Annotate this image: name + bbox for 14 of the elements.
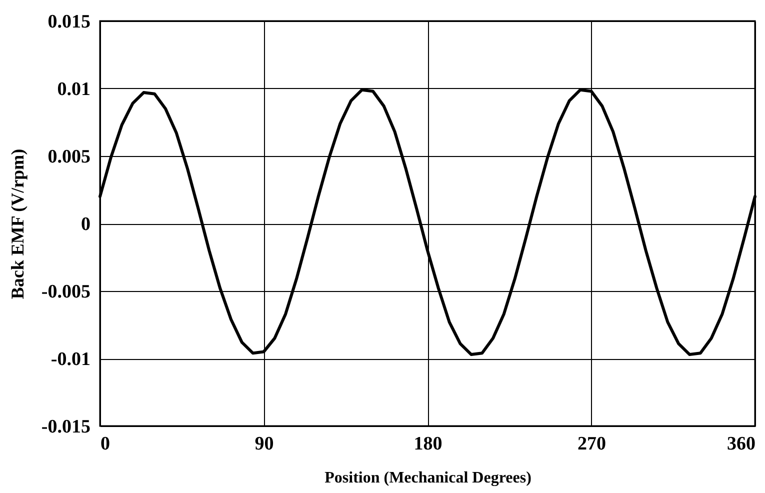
y-tick-label: -0.01	[50, 349, 90, 370]
y-tick-label: 0.005	[48, 146, 90, 168]
x-tick-label: 270	[578, 434, 606, 454]
y-tick-label: -0.005	[41, 282, 90, 302]
y-tick-label: 0.01	[57, 79, 90, 100]
x-tick-label: 0	[100, 434, 110, 454]
y-tick-label: -0.015	[41, 416, 90, 438]
y-tick-label: 0	[81, 214, 90, 235]
y-tick-label: 0.015	[48, 12, 90, 32]
x-tick-label: 90	[254, 434, 274, 454]
y-axis-title: Back EMF (V/rpm)	[7, 148, 28, 300]
x-tick-label: 180	[414, 434, 442, 454]
x-axis-title: Position (Mechanical Degrees)	[324, 470, 532, 486]
x-tick-label: 360	[727, 434, 756, 454]
